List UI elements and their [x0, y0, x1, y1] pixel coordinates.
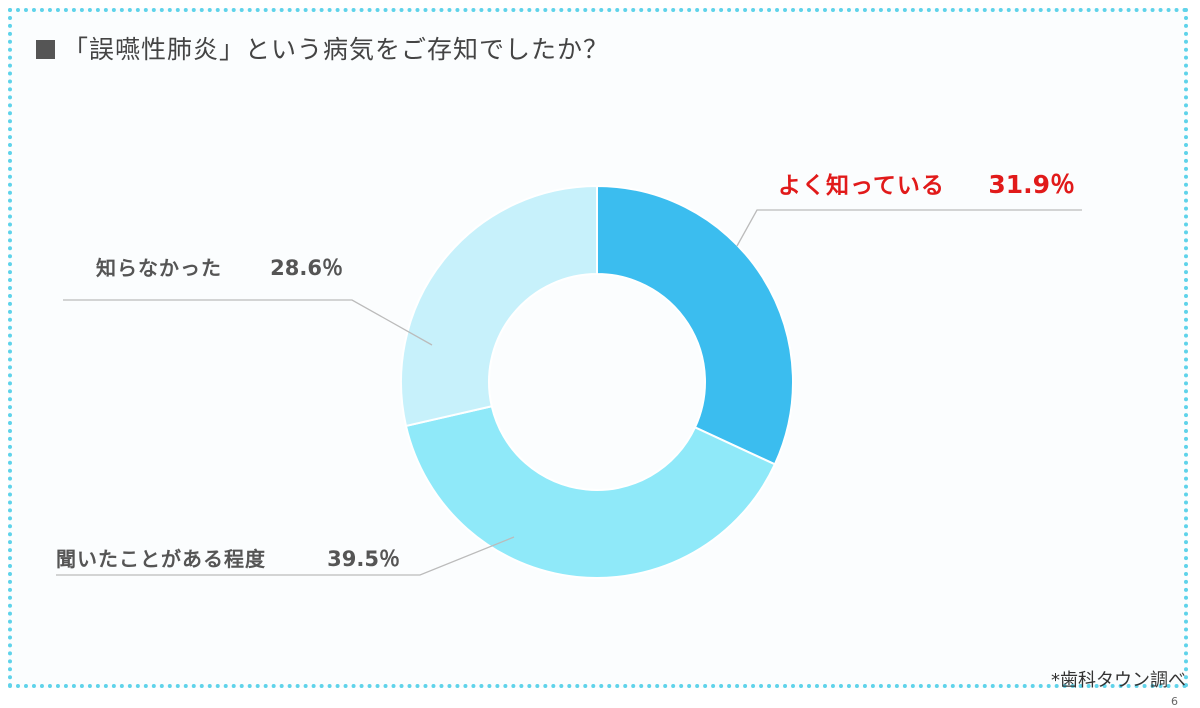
leader-line-did-not-know [63, 300, 432, 345]
category-label-know-well: よく知っている [778, 172, 945, 199]
value-label-did-not-know: 28.6％ [270, 256, 343, 280]
value-label-heard-of-it: 39.5％ [327, 547, 400, 571]
source-note: *歯科タウン調べ [1051, 666, 1186, 692]
page-number: 6 [1171, 695, 1178, 708]
chart-slices [401, 186, 793, 578]
category-label-heard-of-it: 聞いたことがある程度 [56, 547, 266, 571]
category-label-did-not-know: 知らなかった [96, 256, 222, 280]
slice-did-not-know [401, 186, 597, 426]
slice-know-well [597, 186, 793, 464]
leader-line-know-well [737, 210, 1082, 246]
value-label-know-well: 31.9％ [988, 170, 1075, 199]
